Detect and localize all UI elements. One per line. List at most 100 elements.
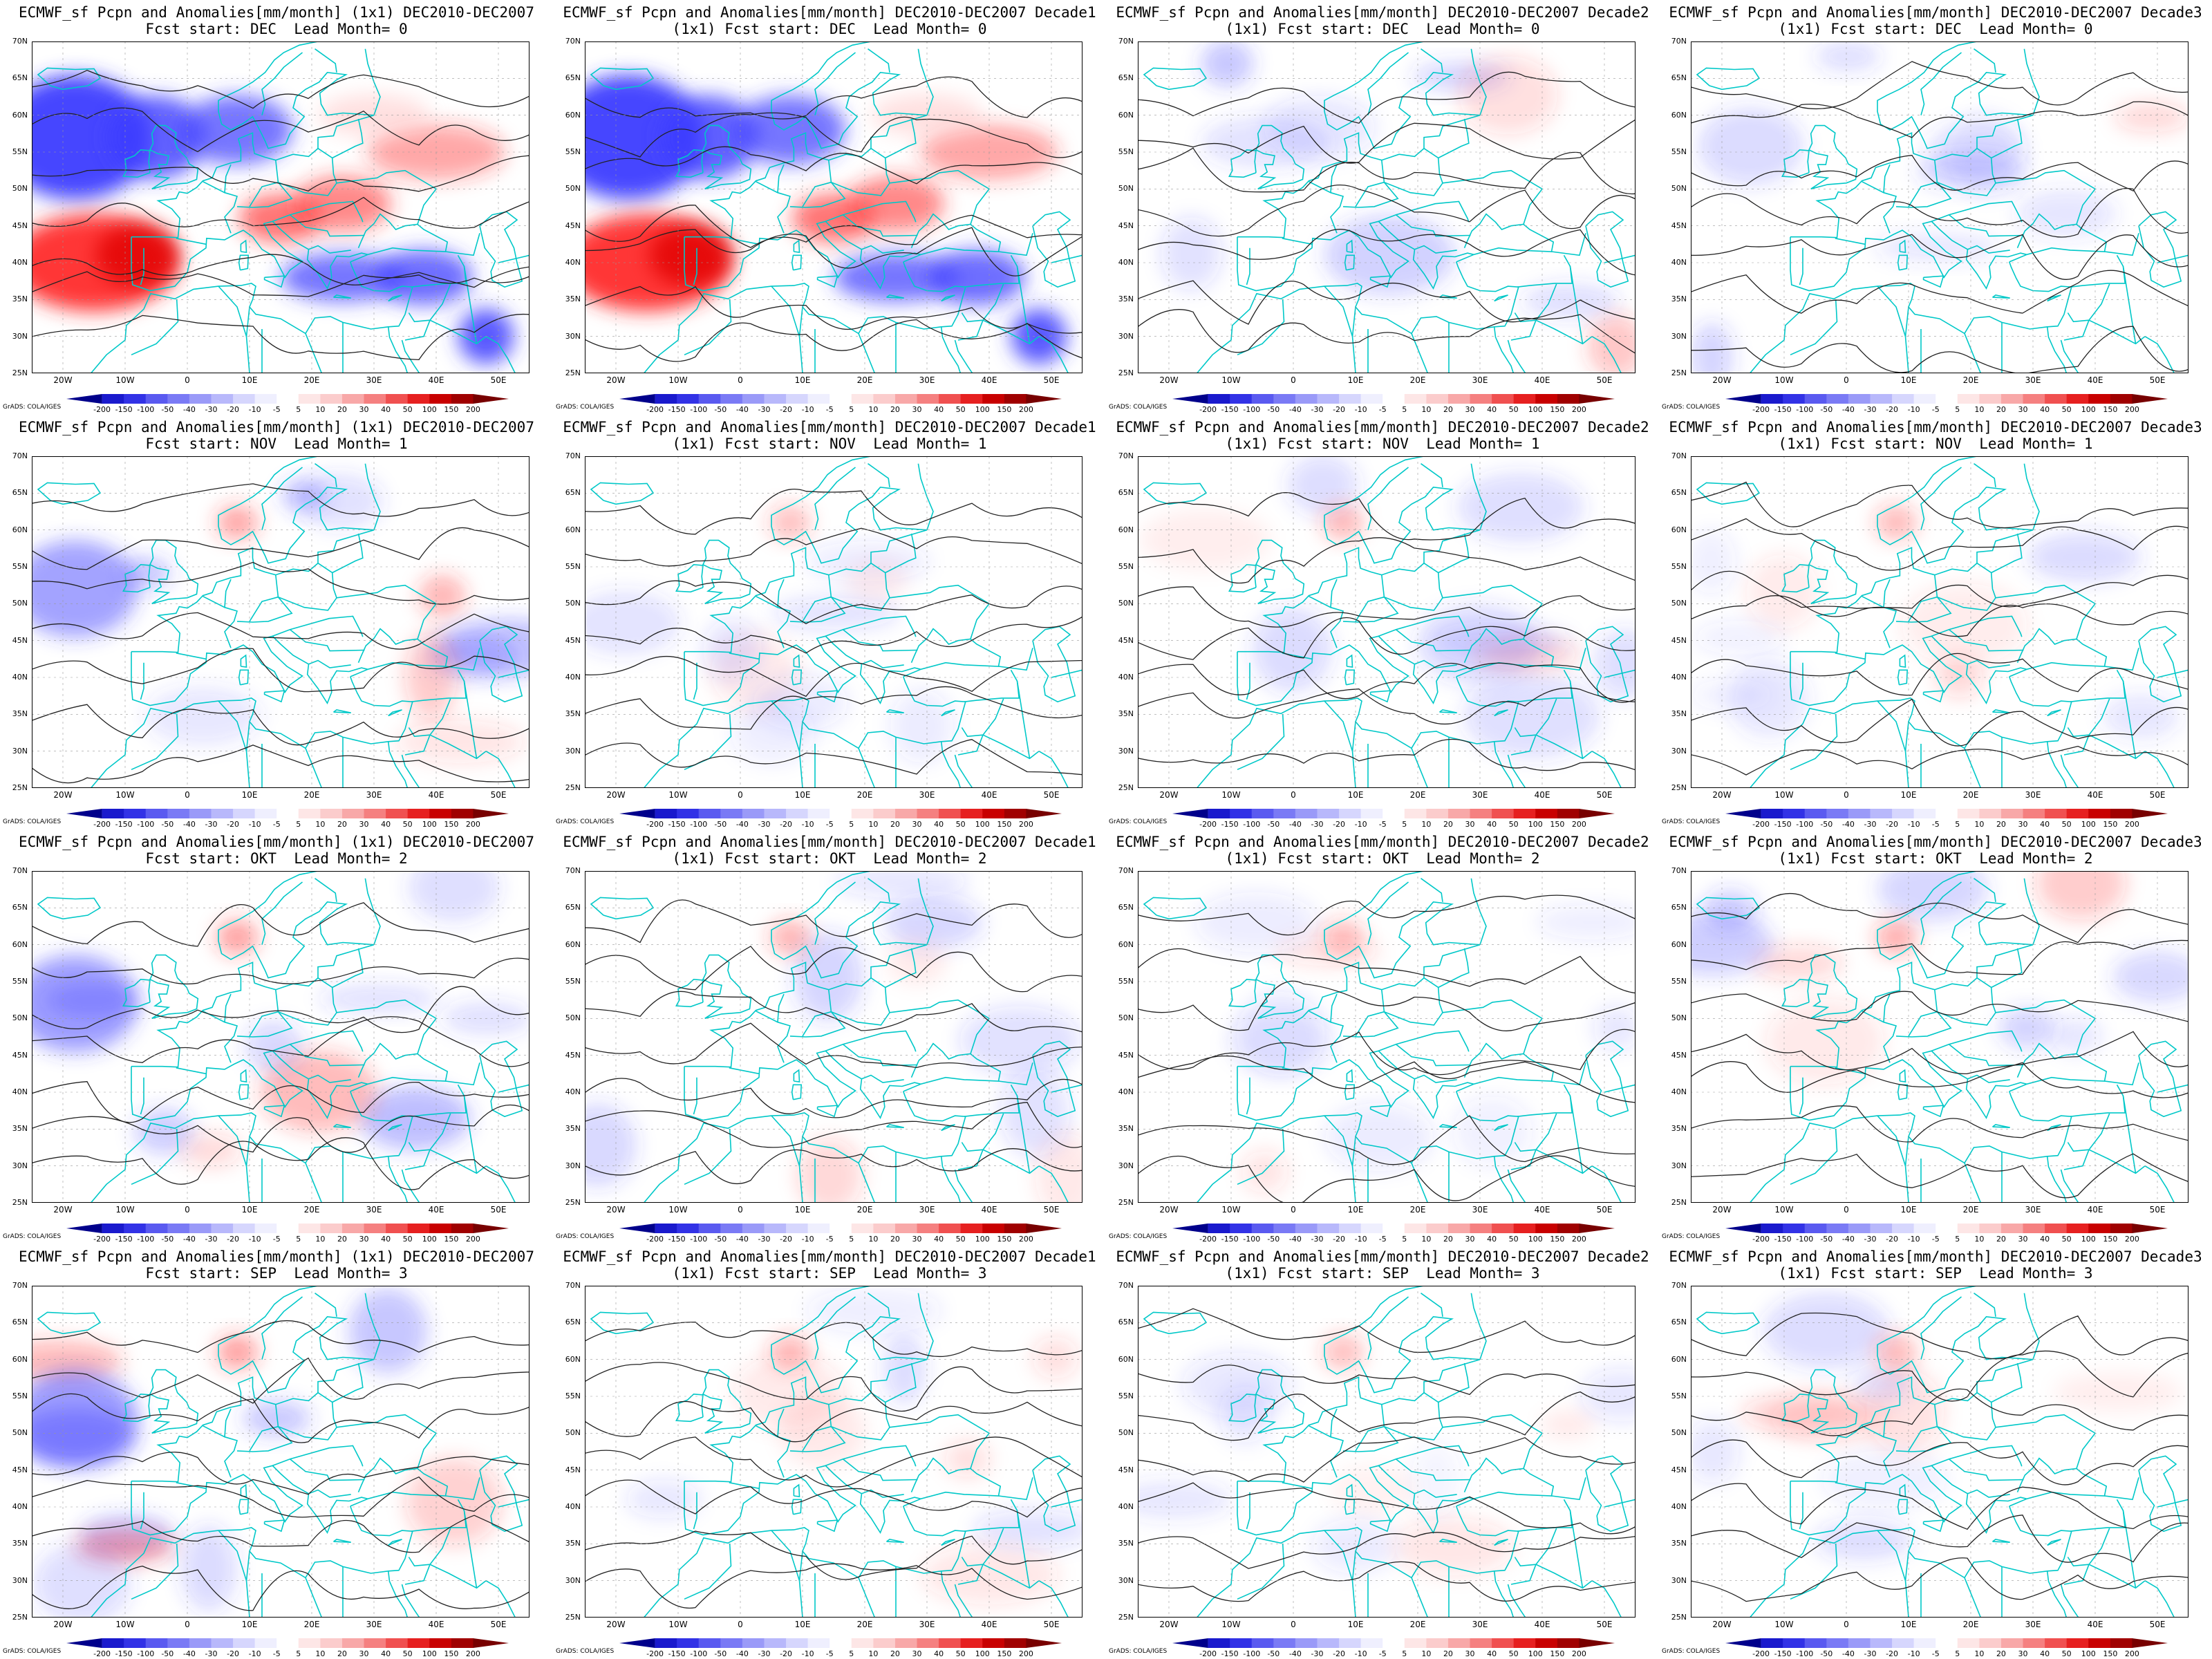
lat-tick-label: 55N	[565, 147, 581, 156]
colorbar-label: 5	[1955, 1235, 1960, 1244]
colorbar-label: -150	[1221, 1649, 1239, 1658]
lat-tick-label: 30N	[1118, 1161, 1134, 1170]
lat-tick-label: 70N	[1118, 451, 1134, 460]
colorbar-swatch	[2045, 1638, 2068, 1648]
colorbar-label: 150	[2103, 1649, 2118, 1658]
colorbar-label: -30	[1864, 1235, 1877, 1244]
colorbar-label: -100	[1243, 1235, 1261, 1244]
colorbar-label: -40	[735, 1235, 749, 1244]
colorbar-swatch	[655, 394, 677, 404]
colorbar-label: -40	[182, 1649, 196, 1658]
lat-tick-label: 50N	[1118, 1428, 1134, 1438]
colorbar-swatch	[429, 809, 452, 818]
colorbar-label: -200	[1752, 405, 1770, 414]
colorbar-label: 200	[2124, 405, 2139, 414]
colorbar-swatch	[2132, 1224, 2168, 1233]
lon-tick-label: 20E	[303, 1205, 320, 1215]
lat-tick-label: 50N	[565, 599, 581, 608]
lon-tick-label: 0	[738, 790, 743, 800]
colorbar-swatch	[2023, 1638, 2045, 1648]
colorbar-swatch	[1870, 809, 1893, 818]
lat-tick-label: 35N	[12, 709, 28, 719]
colorbar-label: -5	[1378, 820, 1387, 829]
colorbar-swatch	[1317, 809, 1340, 818]
colorbar-label: -50	[1820, 1235, 1833, 1244]
colorbar-swatch	[298, 394, 321, 404]
colorbar-label: 20	[890, 820, 900, 829]
colorbar-label: -10	[1907, 405, 1920, 414]
lon-tick-label: 20E	[1409, 790, 1426, 800]
colorbar-swatch	[720, 809, 743, 818]
colorbar-swatch	[786, 1224, 809, 1233]
colorbar-label: -30	[758, 820, 771, 829]
colorbar-swatch	[1492, 809, 1515, 818]
colorbar-swatch	[233, 394, 256, 404]
colorbar-label: -150	[1774, 405, 1792, 414]
lat-tick-label: 55N	[1671, 562, 1687, 571]
colorbar-label: 50	[402, 1235, 413, 1244]
lon-tick-label: 10W	[115, 790, 135, 800]
colorbar-swatch	[341, 1638, 365, 1648]
lon-tick-label: 30E	[919, 1620, 935, 1629]
colorbar-label: -20	[227, 820, 240, 829]
colorbar-label: -150	[668, 820, 686, 829]
colorbar-swatch	[298, 1224, 321, 1233]
colorbar-swatch	[1251, 1224, 1274, 1233]
lon-tick-label: 10W	[115, 1205, 135, 1215]
colorbar-swatch	[102, 1224, 124, 1233]
colorbar-swatch	[1382, 1638, 1405, 1648]
colorbar-swatch	[1426, 1224, 1449, 1233]
colorbar-label: -100	[1796, 1235, 1814, 1244]
colorbar-swatch	[1826, 394, 1849, 404]
colorbar-label: 5	[1402, 1235, 1407, 1244]
colorbar-label: 30	[912, 1649, 922, 1658]
colorbar-label: -40	[1841, 405, 1855, 414]
map-panel: ECMWF_sf Pcpn and Anomalies[mm/month] DE…	[1106, 0, 1659, 415]
colorbar-swatch	[1251, 809, 1274, 818]
lat-tick-label: 70N	[12, 451, 28, 460]
colorbar-label: -40	[182, 405, 196, 414]
colorbar-swatch	[2000, 809, 2024, 818]
colorbar-swatch	[145, 809, 168, 818]
lat-tick-label: 25N	[1671, 1613, 1687, 1622]
colorbar-swatch	[407, 1638, 430, 1648]
colorbar-swatch	[1447, 394, 1471, 404]
colorbar-label: 150	[1550, 820, 1565, 829]
lon-tick-label: 20E	[1409, 1620, 1426, 1629]
colorbar-label: 20	[1443, 405, 1453, 414]
lat-tick-label: 60N	[1118, 939, 1134, 949]
colorbar-swatch	[1870, 1638, 1893, 1648]
colorbar-swatch	[145, 394, 168, 404]
colorbar-swatch	[189, 1224, 212, 1233]
colorbar-swatch	[698, 394, 721, 404]
colorbar	[1172, 1638, 1615, 1648]
colorbar-swatch	[960, 1224, 983, 1233]
colorbar-label: -5	[272, 1235, 281, 1244]
colorbar-label: -50	[1267, 820, 1280, 829]
colorbar-label: 150	[997, 1235, 1012, 1244]
colorbar	[619, 1638, 1062, 1648]
colorbar-swatch	[2000, 394, 2024, 404]
lon-tick-label: 10W	[1221, 1205, 1241, 1215]
colorbar-swatch	[1936, 809, 1958, 818]
lat-tick-label: 25N	[1671, 368, 1687, 377]
colorbar-label: -5	[272, 405, 281, 414]
lat-tick-label: 30N	[1671, 1161, 1687, 1170]
colorbar-swatch	[320, 1224, 343, 1233]
lon-tick-label: 50E	[2149, 790, 2166, 800]
colorbar-label: -30	[1864, 820, 1877, 829]
colorbar-label: 5	[1955, 820, 1960, 829]
colorbar-swatch	[1579, 394, 1615, 404]
colorbar-swatch	[2066, 394, 2089, 404]
colorbar-swatch	[102, 809, 124, 818]
lat-tick-label: 35N	[12, 1539, 28, 1548]
colorbar-label: 30	[359, 405, 369, 414]
colorbar-swatch	[1892, 809, 1915, 818]
lon-tick-label: 20W	[1712, 790, 1732, 800]
map-panel: ECMWF_sf Pcpn and Anomalies[mm/month] DE…	[1106, 415, 1659, 830]
panel-subtitle: (1x1) Fcst start: NOV Lead Month= 1	[1778, 435, 2093, 452]
anomaly-map	[1691, 41, 2188, 373]
colorbar-label: 100	[975, 820, 990, 829]
colorbar-swatch	[2023, 809, 2045, 818]
colorbar-label: 10	[315, 1649, 326, 1658]
